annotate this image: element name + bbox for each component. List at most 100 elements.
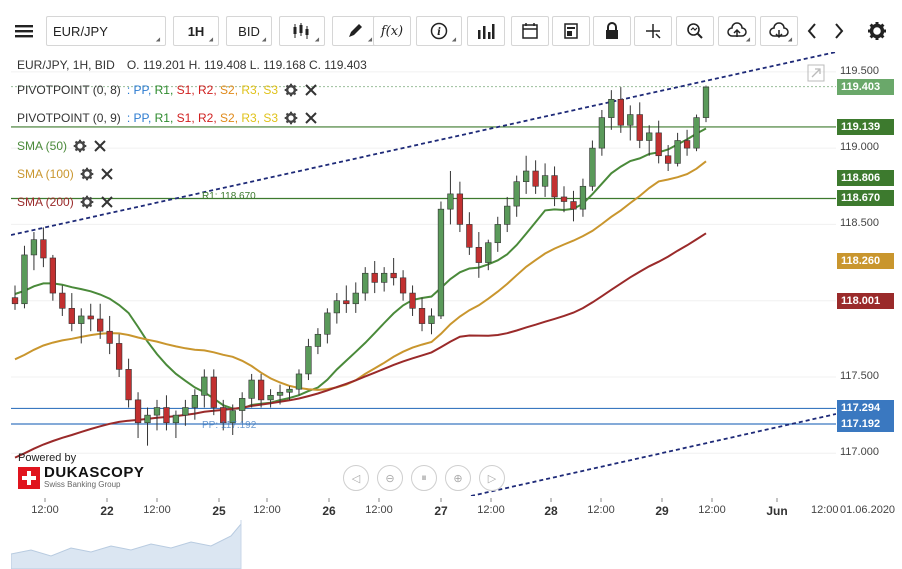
- sma-50-line[interactable]: [14, 127, 707, 410]
- close-icon[interactable]: [304, 111, 318, 125]
- side-selector[interactable]: BID: [226, 16, 272, 46]
- candle[interactable]: [399, 270, 407, 301]
- candle[interactable]: [78, 308, 85, 344]
- trendline-upper[interactable]: [11, 52, 836, 236]
- candle[interactable]: [30, 232, 38, 271]
- gear-icon[interactable]: [284, 83, 298, 97]
- candle[interactable]: [513, 175, 520, 217]
- candle[interactable]: [220, 399, 227, 431]
- candle[interactable]: [636, 102, 643, 149]
- close-icon[interactable]: [93, 139, 107, 153]
- download-button[interactable]: [760, 16, 798, 46]
- candle[interactable]: [343, 285, 350, 313]
- price-chart[interactable]: R1: 118.670 PP: 117.192: [11, 52, 836, 496]
- candle[interactable]: [333, 293, 340, 324]
- candle[interactable]: [523, 155, 530, 194]
- candle[interactable]: [248, 373, 255, 408]
- candle[interactable]: [153, 399, 161, 431]
- candle[interactable]: [504, 196, 511, 233]
- candle[interactable]: [570, 190, 577, 222]
- zoom-button[interactable]: [676, 16, 714, 46]
- candle[interactable]: [447, 171, 454, 225]
- candle[interactable]: [551, 166, 558, 207]
- close-icon[interactable]: [100, 195, 114, 209]
- function-button[interactable]: f(x): [373, 16, 411, 46]
- candle[interactable]: [627, 105, 634, 141]
- sma-200-line[interactable]: [14, 232, 707, 459]
- settings-button[interactable]: [864, 16, 890, 46]
- candle[interactable]: [598, 109, 606, 156]
- trendline-lower[interactable]: [470, 413, 836, 496]
- candle[interactable]: [702, 85, 710, 123]
- indicator-row[interactable]: SMA (50): [17, 139, 107, 153]
- candle[interactable]: [560, 186, 568, 213]
- scroll-forward-button[interactable]: ▷: [479, 465, 505, 491]
- candle[interactable]: [144, 407, 151, 446]
- candle[interactable]: [134, 392, 142, 439]
- candle[interactable]: [646, 125, 653, 156]
- info-button[interactable]: i: [416, 16, 462, 46]
- navigator[interactable]: [11, 520, 902, 569]
- scroll-right-button[interactable]: [828, 16, 850, 46]
- reset-view-button[interactable]: ⏸: [411, 465, 437, 491]
- gear-icon[interactable]: [80, 195, 94, 209]
- candle[interactable]: [229, 404, 236, 435]
- candle[interactable]: [428, 308, 435, 335]
- menu-icon[interactable]: [8, 16, 40, 46]
- calendar-button[interactable]: [511, 16, 549, 46]
- candle[interactable]: [324, 308, 331, 344]
- candle[interactable]: [390, 257, 397, 286]
- candle[interactable]: [68, 293, 75, 332]
- candle[interactable]: [541, 163, 549, 197]
- lock-button[interactable]: [593, 16, 631, 46]
- navigator-window[interactable]: [241, 520, 902, 569]
- candle[interactable]: [239, 392, 246, 423]
- candle[interactable]: [437, 201, 445, 320]
- candle[interactable]: [608, 90, 615, 130]
- candle[interactable]: [683, 129, 691, 156]
- close-icon[interactable]: [304, 83, 318, 97]
- candle[interactable]: [314, 328, 322, 355]
- draw-button[interactable]: [332, 16, 378, 46]
- candle[interactable]: [267, 389, 274, 408]
- price-axis[interactable]: 119.500 119.000 118.500 117.500 117.000 119.4…: [836, 52, 902, 496]
- candle[interactable]: [655, 120, 662, 164]
- candle[interactable]: [11, 285, 19, 310]
- chart-type-button[interactable]: [279, 16, 325, 46]
- candle[interactable]: [466, 212, 473, 255]
- candle[interactable]: [191, 389, 198, 420]
- indicator-row[interactable]: PIVOTPOINT (0, 9): PP, R1, S1, R2, S2, R…: [17, 111, 318, 125]
- book-button[interactable]: [552, 16, 590, 46]
- candle[interactable]: [21, 245, 28, 309]
- candle[interactable]: [276, 384, 284, 405]
- candle[interactable]: [172, 410, 180, 439]
- candle[interactable]: [59, 285, 66, 316]
- symbol-selector[interactable]: EUR/JPY: [46, 16, 166, 46]
- candle[interactable]: [305, 338, 312, 381]
- indicator-row[interactable]: PIVOTPOINT (0, 8): PP, R1, S1, R2, S2, R…: [17, 83, 318, 97]
- candle[interactable]: [210, 369, 217, 416]
- candle[interactable]: [295, 369, 303, 396]
- gear-icon[interactable]: [284, 111, 298, 125]
- candle[interactable]: [579, 178, 587, 217]
- candle[interactable]: [664, 145, 672, 172]
- candle[interactable]: [286, 386, 293, 400]
- candle[interactable]: [87, 303, 94, 332]
- candle[interactable]: [409, 285, 416, 316]
- candle[interactable]: [371, 261, 378, 294]
- candle[interactable]: [475, 232, 482, 278]
- candle[interactable]: [589, 140, 596, 191]
- scroll-back-button[interactable]: ◁: [343, 465, 369, 491]
- candle[interactable]: [485, 239, 492, 271]
- candle[interactable]: [362, 267, 369, 301]
- indicator-row[interactable]: SMA (200): [17, 195, 114, 209]
- sma-100-line[interactable]: [14, 160, 707, 391]
- candle[interactable]: [674, 132, 681, 167]
- upload-button[interactable]: [718, 16, 756, 46]
- candle[interactable]: [617, 87, 624, 133]
- crosshair-button[interactable]: [634, 16, 672, 46]
- close-icon[interactable]: [100, 167, 114, 181]
- candle[interactable]: [494, 216, 501, 252]
- candle[interactable]: [257, 373, 265, 408]
- collapse-icon[interactable]: [807, 64, 825, 82]
